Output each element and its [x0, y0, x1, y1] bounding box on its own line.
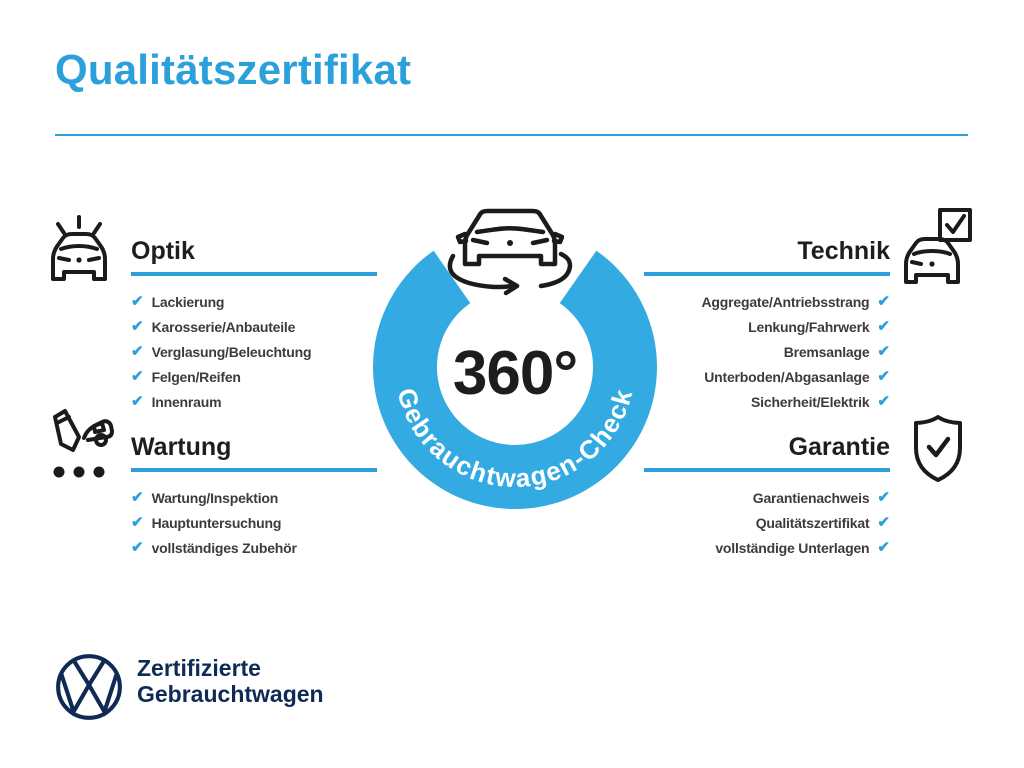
checklist-item: Aggregate/Antriebsstrang ✔ — [644, 289, 890, 314]
check-icon: ✔ — [131, 343, 144, 360]
shield-check-icon — [914, 415, 962, 482]
checklist-item: Qualitätszertifikat ✔ — [644, 510, 890, 535]
checklist-item: ✔ Hauptuntersuchung — [131, 510, 377, 535]
page-title: Qualitätszertifikat — [55, 46, 412, 93]
brand-text: Zertifizierte Gebrauchtwagen — [137, 655, 324, 707]
rotating-car-icon — [447, 208, 573, 296]
check-icon: ✔ — [877, 293, 890, 310]
section-technik-divider — [644, 272, 890, 276]
badge-degree-text: 360° — [453, 339, 577, 408]
car-front-shine-icon — [51, 215, 107, 281]
360-badge: Gebrauchtwagen-Check 360° — [373, 208, 657, 510]
checklist-item-label: Garantienachweis — [752, 489, 870, 506]
checklist-item: ✔ vollständiges Zubehör — [131, 535, 377, 560]
section-wartung-divider — [131, 468, 377, 472]
badge-ring — [373, 250, 657, 510]
checklist-item-label: Felgen/Reifen — [151, 368, 241, 385]
section-technik: Technik Aggregate/Antriebsstrang ✔ Lenkun… — [644, 237, 890, 414]
checklist-item-label: Lenkung/Fahrwerk — [748, 318, 870, 335]
checklist-item-label: vollständige Unterlagen — [715, 539, 870, 556]
check-icon: ✔ — [877, 539, 890, 556]
checklist-item-label: Lackierung — [151, 293, 225, 310]
section-optik-divider — [131, 272, 377, 276]
check-icon: ✔ — [131, 393, 144, 410]
checklist-item: ✔ Wartung/Inspektion — [131, 485, 377, 510]
check-icon: ✔ — [877, 489, 890, 506]
section-technik-title: Technik — [797, 237, 890, 265]
check-icon: ✔ — [877, 318, 890, 335]
check-icon: ✔ — [131, 539, 144, 556]
check-icon: ✔ — [877, 343, 890, 360]
section-optik: Optik ✔ Lackierung ✔ Karosserie/Anbauteile… — [131, 237, 377, 414]
check-icon: ✔ — [131, 368, 144, 385]
check-icon: ✔ — [131, 318, 144, 335]
checklist-item-label: Hauptuntersuchung — [151, 514, 282, 531]
checklist-item: ✔ Lackierung — [131, 289, 377, 314]
check-icon: ✔ — [131, 293, 144, 310]
checklist-item-label: Sicherheit/Elektrik — [751, 393, 870, 410]
checklist-item: ✔ Karosserie/Anbauteile — [131, 314, 377, 339]
check-icon: ✔ — [877, 393, 890, 410]
brand-line1: Zertifizierte — [137, 655, 261, 681]
checklist-item-label: Karosserie/Anbauteile — [151, 318, 296, 335]
section-wartung: Wartung ✔ Wartung/Inspektion ✔ Hauptunters… — [131, 433, 377, 560]
check-icon: ✔ — [877, 514, 890, 531]
checklist-item: Bremsanlage ✔ — [644, 339, 890, 364]
check-icon: ✔ — [131, 514, 144, 531]
checklist-item: ✔ Felgen/Reifen — [131, 364, 377, 389]
title-divider — [55, 134, 968, 136]
checklist-item-label: Wartung/Inspektion — [151, 489, 279, 506]
checklist-item: vollständige Unterlagen ✔ — [644, 535, 890, 560]
section-garantie-title: Garantie — [788, 433, 890, 461]
checklist-item-label: Bremsanlage — [783, 343, 870, 360]
checklist-item-label: Aggregate/Antriebsstrang — [701, 293, 870, 310]
checklist-item-label: Unterboden/Abgasanlage — [704, 368, 870, 385]
brand-line2: Gebrauchtwagen — [137, 681, 324, 707]
checklist-item-label: Innenraum — [151, 393, 222, 410]
section-wartung-title: Wartung — [131, 433, 232, 461]
section-garantie: Garantie Garantienachweis ✔ Qualitätszert… — [644, 433, 890, 560]
section-optik-title: Optik — [131, 237, 195, 265]
check-icon: ✔ — [131, 489, 144, 506]
checklist-item-label: vollständiges Zubehör — [151, 539, 297, 556]
checklist-item: Garantienachweis ✔ — [644, 485, 890, 510]
checklist-item-label: Verglasung/Beleuchtung — [151, 343, 312, 360]
vw-logo — [56, 654, 122, 720]
checklist-item-label: Qualitätszertifikat — [755, 514, 870, 531]
checklist-item: Lenkung/Fahrwerk ✔ — [644, 314, 890, 339]
check-icon: ✔ — [877, 368, 890, 385]
checklist-item: Unterboden/Abgasanlage ✔ — [644, 364, 890, 389]
checklist-item: ✔ Verglasung/Beleuchtung — [131, 339, 377, 364]
checklist-item: Sicherheit/Elektrik ✔ — [644, 389, 890, 414]
checklist-item: ✔ Innenraum — [131, 389, 377, 414]
section-garantie-divider — [644, 468, 890, 472]
car-checkbox-icon — [904, 208, 972, 284]
service-pencil-car-icon — [53, 409, 114, 478]
